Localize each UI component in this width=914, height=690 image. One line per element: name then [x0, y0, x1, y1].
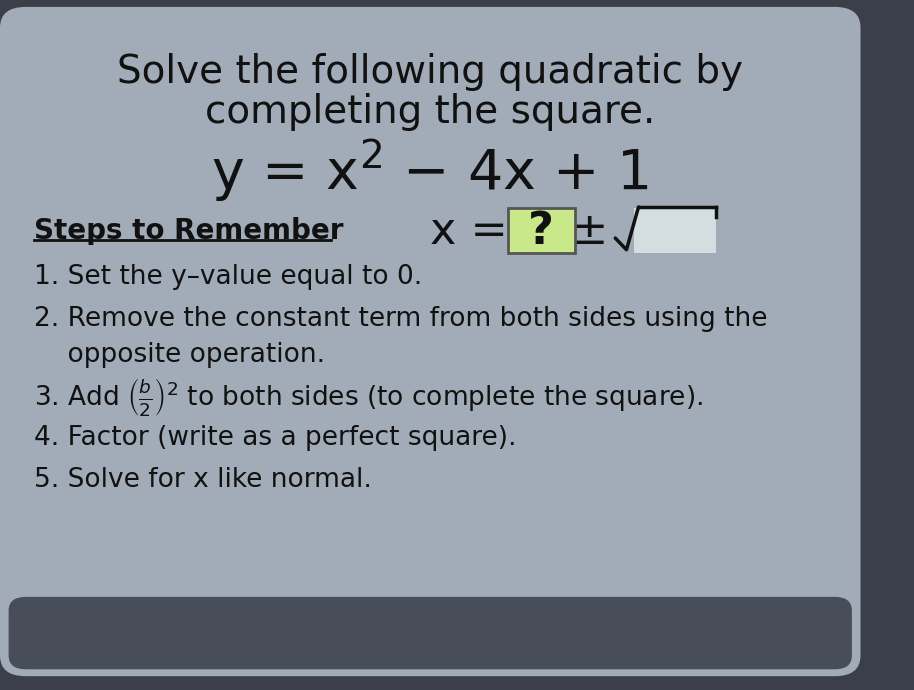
Text: Solve the following quadratic by: Solve the following quadratic by	[117, 53, 743, 92]
FancyBboxPatch shape	[8, 597, 852, 669]
Text: 4. Factor (write as a perfect square).: 4. Factor (write as a perfect square).	[35, 425, 517, 451]
Text: 3. Add $\left(\frac{b}{2}\right)^2$ to both sides (to complete the square).: 3. Add $\left(\frac{b}{2}\right)^2$ to b…	[35, 376, 704, 417]
Text: 2. Remove the constant term from both sides using the: 2. Remove the constant term from both si…	[35, 306, 768, 332]
Text: opposite operation.: opposite operation.	[35, 342, 325, 368]
Text: 1. Set the y–value equal to 0.: 1. Set the y–value equal to 0.	[35, 264, 422, 290]
Text: $\pm$: $\pm$	[569, 210, 604, 253]
FancyBboxPatch shape	[634, 208, 716, 253]
Text: ?: ?	[528, 210, 554, 253]
Text: y = x$^2$ $-$ 4x + 1: y = x$^2$ $-$ 4x + 1	[211, 137, 649, 205]
Text: 5. Solve for x like normal.: 5. Solve for x like normal.	[35, 466, 372, 493]
Text: completing the square.: completing the square.	[205, 92, 655, 131]
FancyBboxPatch shape	[507, 208, 575, 253]
Text: x =: x =	[430, 210, 522, 253]
Text: Steps to Remember: Steps to Remember	[35, 217, 344, 245]
FancyBboxPatch shape	[0, 7, 860, 676]
